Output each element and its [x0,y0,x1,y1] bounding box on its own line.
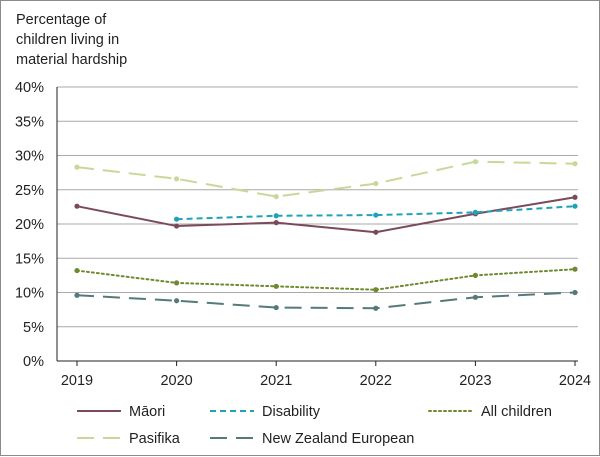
data-point [472,209,478,215]
legend-item: Pasifika [77,431,181,447]
y-tick-label: 5% [23,320,44,336]
y-axis-title: Percentage of children living in materia… [16,12,127,68]
y-tick-label: 35% [15,114,44,130]
legend-item: Māori [77,404,165,420]
series-line [176,205,576,221]
data-point [273,194,279,200]
data-point [472,272,478,278]
data-point [472,159,478,165]
series-new-zealand-european [74,289,578,311]
data-point [74,292,80,298]
legend-item: New Zealand European [210,431,414,447]
data-point [572,203,578,209]
y-tick-label: 20% [15,217,44,233]
data-point [174,280,180,286]
data-point [572,289,578,296]
x-tick-label: 2024 [559,373,591,389]
data-point [273,220,279,226]
legend-label: Pasifika [129,431,181,447]
y-axis-title-line-2: children living in [16,32,119,48]
x-tick-label: 2023 [459,373,491,389]
x-tick-label: 2019 [61,373,93,389]
data-point [74,164,80,170]
data-point [74,267,80,274]
gridlines [57,86,578,328]
data-point [174,176,180,182]
data-point [174,298,180,304]
series-disability [174,203,578,222]
legend: Māori Disability All children Pasifika New Z… [77,404,552,447]
legend-label: New Zealand European [262,431,414,447]
data-point [572,194,578,200]
legend-label: Disability [262,404,321,420]
series-m-ori [74,194,578,235]
axes [56,87,578,362]
x-tick-label: 2021 [260,373,292,389]
data-point [472,294,478,300]
series-all-children [74,266,578,293]
data-point [373,212,379,218]
data-point [373,180,379,187]
x-tick-label: 2020 [160,373,192,389]
legend-label: All children [481,404,552,420]
series-lines [74,159,578,311]
data-point [273,304,279,311]
x-axis-ticks: 2019 2020 2021 2022 2023 2024 [61,361,591,389]
data-point [373,229,379,235]
data-point [373,287,379,293]
y-tick-label: 30% [15,149,44,165]
data-point [572,266,578,272]
legend-item: Disability [210,404,321,420]
data-point [373,305,379,311]
series-line [76,160,576,198]
data-point [273,283,279,289]
legend-item: All children [428,404,552,420]
data-point [572,161,578,167]
series-line [76,291,576,310]
series-line [76,268,576,291]
y-tick-label: 25% [15,183,44,199]
series-pasifika [74,159,578,200]
data-point [174,216,180,222]
y-tick-label: 40% [15,80,44,96]
series-line [76,196,576,234]
y-axis-ticks: 0% 5% 10% 15% 20% 25% 30% 35% 40% [15,80,44,370]
y-axis-title-line-3: material hardship [16,52,127,68]
y-tick-label: 0% [23,354,44,370]
data-point [174,223,180,229]
x-tick-label: 2022 [360,373,392,389]
y-tick-label: 15% [15,251,44,267]
y-tick-label: 10% [15,286,44,302]
legend-label: Māori [129,404,165,420]
y-axis-title-line-1: Percentage of [16,12,107,28]
data-point [74,203,80,209]
data-point [273,213,279,219]
